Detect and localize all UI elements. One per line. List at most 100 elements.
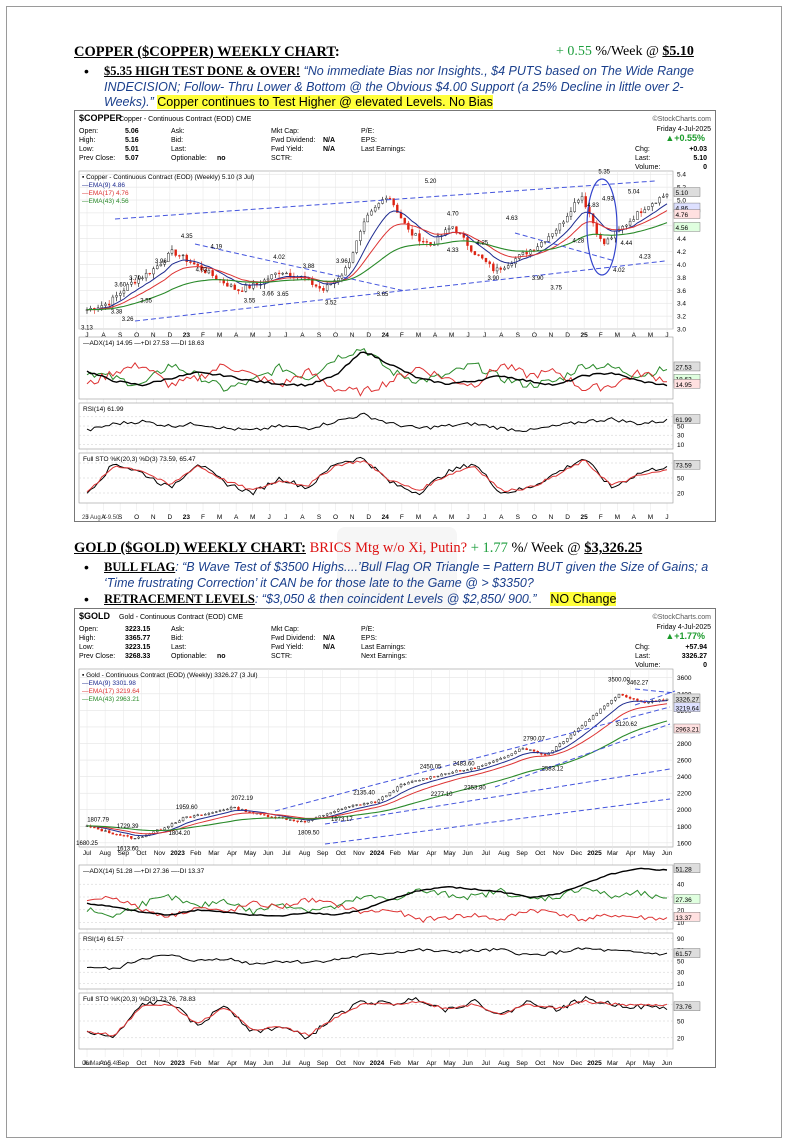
- candle-body: [610, 237, 613, 240]
- quote-value: 5.10: [693, 155, 707, 162]
- candle-body: [348, 806, 351, 808]
- indicator-tag: 61.57: [676, 951, 693, 958]
- x-axis-label: J: [268, 332, 271, 339]
- candle-body: [551, 233, 554, 237]
- candle-body: [599, 708, 602, 714]
- candle-body: [192, 815, 196, 818]
- candle-body: [252, 283, 255, 289]
- candle-body: [137, 278, 140, 284]
- x-axis-label: S: [516, 332, 521, 339]
- quote-label: Last:: [171, 644, 186, 651]
- quote-label: SCTR:: [271, 653, 292, 660]
- trend-line: [114, 180, 656, 220]
- x-axis-label-bottom: Oct: [136, 1060, 146, 1067]
- candle-body: [240, 290, 244, 292]
- candle-body: [573, 731, 576, 736]
- x-axis-label: Sep: [117, 850, 129, 857]
- candle-body: [492, 263, 495, 272]
- sto-d-line: [86, 459, 668, 493]
- candle-body: [93, 826, 96, 829]
- price-annotation: 5.04: [628, 189, 640, 195]
- candle-body: [167, 253, 170, 262]
- chart-pct: ▲+0.55%: [665, 133, 705, 143]
- candle-body: [462, 770, 466, 772]
- x-axis-label-bottom: May: [443, 1060, 456, 1067]
- x-axis-label: Aug: [299, 850, 311, 857]
- rsi-line: [86, 947, 668, 971]
- x-axis-label-bottom: M: [615, 514, 620, 521]
- plus-di-line: [86, 348, 668, 392]
- candle-body: [288, 819, 292, 821]
- candle-body: [115, 833, 118, 836]
- price-annotation: 1807.79: [87, 818, 109, 824]
- price-tick: 2000: [677, 807, 692, 814]
- x-axis-label: Feb: [390, 850, 402, 857]
- x-axis-label-bottom: Aug: [99, 1060, 111, 1067]
- candle-body: [418, 780, 421, 782]
- quote-value: 0: [703, 164, 707, 171]
- x-axis-label-bottom: M: [648, 514, 653, 521]
- candle-body: [488, 261, 491, 265]
- candle-body: [355, 240, 358, 253]
- candle-body: [662, 195, 665, 198]
- x-axis-label: S: [317, 332, 322, 339]
- x-axis-label-bottom: 2025: [587, 1060, 602, 1067]
- candle-body: [470, 767, 473, 770]
- candle-body: [514, 258, 517, 264]
- x-axis-label-bottom: N: [549, 514, 554, 521]
- x-axis-label-bottom: 24: [382, 514, 390, 521]
- gold-bullet-2: • RETRACEMENT LEVELS: “$3,050 & then coi…: [84, 591, 617, 607]
- price-annotation: 3.55: [140, 299, 152, 305]
- x-axis-label-bottom: O: [333, 514, 338, 521]
- price-annotation: 3.55: [244, 299, 256, 305]
- quote-value: 5.07: [125, 155, 139, 162]
- candle-body: [566, 738, 569, 742]
- quote-value: N/A: [323, 137, 335, 144]
- candle-body: [399, 784, 403, 788]
- price-annotation: 2277.10: [431, 792, 453, 798]
- x-axis-label-bottom: D: [366, 514, 371, 521]
- x-axis-label: 2023: [170, 850, 185, 857]
- x-axis-label-bottom: J: [268, 514, 271, 521]
- price-annotation: 1959.60: [176, 805, 198, 811]
- indicator-tag: 51.28: [676, 866, 693, 873]
- price-panel: [78, 170, 674, 330]
- candle-body: [410, 229, 414, 236]
- candle-body: [366, 214, 369, 223]
- candle-body: [584, 721, 587, 726]
- right-price-tag-bg: [673, 702, 701, 712]
- candle-body: [200, 265, 203, 271]
- legend-ema9: —EMA(9) 3301.98: [82, 680, 136, 687]
- price-annotation: 4.44: [621, 241, 633, 247]
- legend-ema17: —EMA(17) 4.76: [82, 190, 129, 197]
- indicator-label: RSI(14) 61.57: [83, 936, 124, 943]
- trend-line: [324, 768, 671, 825]
- quote-label: Low:: [79, 644, 94, 651]
- candle-body: [588, 719, 591, 722]
- candle-body: [126, 284, 129, 291]
- candle-body: [651, 203, 654, 207]
- candle-body: [403, 783, 406, 786]
- candle-body: [440, 773, 443, 777]
- chart-footer: 25 Aug Y-9.50: [82, 515, 120, 521]
- candle-body: [595, 713, 599, 716]
- x-axis-label: Jul: [83, 850, 92, 857]
- candle-body: [632, 698, 635, 700]
- candle-body: [625, 695, 628, 698]
- price-annotation: 3.75: [550, 286, 562, 292]
- x-axis-label-bottom: J: [483, 514, 486, 521]
- indicator-tick: 50: [677, 476, 685, 483]
- quote-label: Last Earnings:: [361, 146, 406, 153]
- indicator-tag-bg: [673, 894, 701, 904]
- x-axis-label-bottom: 25: [581, 514, 589, 521]
- candle-body: [344, 807, 347, 810]
- price-annotation: 3.26: [122, 317, 134, 323]
- candle-body: [506, 265, 510, 269]
- candle-body: [385, 795, 388, 798]
- indicator-tag-bg: [673, 379, 701, 389]
- candle-body: [366, 802, 369, 805]
- quote-value: N/A: [323, 644, 335, 651]
- candle-body: [355, 804, 358, 806]
- candle-body: [381, 199, 384, 204]
- candle-body: [229, 806, 233, 810]
